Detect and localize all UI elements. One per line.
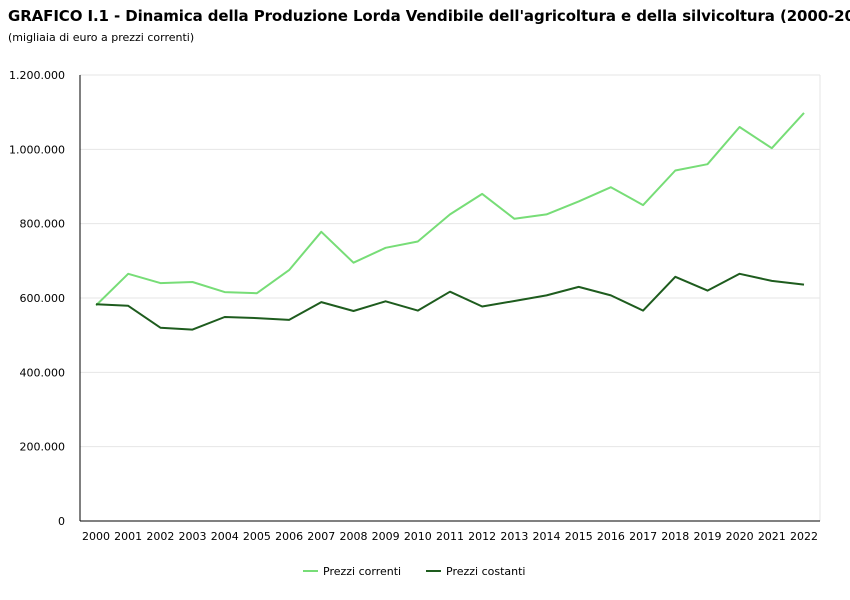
data-point [578, 200, 580, 202]
x-tick-label: 2021 [758, 530, 786, 543]
data-point [803, 112, 805, 114]
x-tick-label: 2018 [661, 530, 689, 543]
data-point [385, 247, 387, 249]
legend-label: Prezzi correnti [323, 565, 401, 578]
data-point [352, 262, 354, 264]
x-tick-label: 2001 [114, 530, 142, 543]
x-tick-label: 2017 [629, 530, 657, 543]
data-point [642, 204, 644, 206]
x-tick-label: 2015 [565, 530, 593, 543]
data-point [674, 276, 676, 278]
x-tick-label: 2005 [243, 530, 271, 543]
data-point [224, 291, 226, 293]
data-point [256, 292, 258, 294]
y-tick-label: 1.200.000 [9, 69, 65, 82]
data-point [288, 319, 290, 321]
x-tick-label: 2022 [790, 530, 818, 543]
data-point [159, 282, 161, 284]
series-line-1 [95, 112, 805, 307]
data-point [610, 294, 612, 296]
data-point [642, 310, 644, 312]
data-point [192, 281, 194, 283]
data-point [159, 327, 161, 329]
y-tick-label: 400.000 [20, 366, 66, 379]
data-point [803, 284, 805, 286]
data-point [192, 329, 194, 331]
x-tick-label: 2011 [436, 530, 464, 543]
data-point [449, 291, 451, 293]
chart-title: GRAFICO I.1 - Dinamica della Produzione … [8, 7, 850, 25]
x-tick-label: 2003 [179, 530, 207, 543]
chart-subtitle: (migliaia di euro a prezzi correnti) [8, 31, 195, 44]
legend-label: Prezzi costanti [446, 565, 526, 578]
x-tick-label: 2000 [82, 530, 110, 543]
x-tick-label: 2019 [693, 530, 721, 543]
x-tick-label: 2013 [500, 530, 528, 543]
data-point [288, 269, 290, 271]
data-point [256, 317, 258, 319]
x-tick-label: 2002 [146, 530, 174, 543]
data-point [417, 310, 419, 312]
data-point [706, 163, 708, 165]
data-point [674, 170, 676, 172]
x-tick-label: 2016 [597, 530, 625, 543]
data-point [320, 231, 322, 233]
y-tick-label: 600.000 [20, 292, 66, 305]
data-point [481, 193, 483, 195]
data-point [320, 301, 322, 303]
data-point [224, 316, 226, 318]
data-point [95, 303, 97, 305]
x-tick-label: 2009 [372, 530, 400, 543]
data-point [352, 310, 354, 312]
y-tick-label: 200.000 [20, 441, 66, 454]
data-point [481, 306, 483, 308]
x-tick-label: 2007 [307, 530, 335, 543]
data-point [513, 300, 515, 302]
x-tick-label: 2006 [275, 530, 303, 543]
y-tick-label: 0 [58, 515, 65, 528]
y-tick-label: 800.000 [20, 218, 66, 231]
data-point [546, 294, 548, 296]
data-point [127, 273, 129, 275]
data-point [417, 241, 419, 243]
x-tick-label: 2010 [404, 530, 432, 543]
data-point [449, 213, 451, 215]
data-point [739, 273, 741, 275]
data-point [513, 218, 515, 220]
data-point [578, 286, 580, 288]
data-point [385, 300, 387, 302]
data-point [546, 213, 548, 215]
data-point [739, 126, 741, 128]
x-tick-label: 2012 [468, 530, 496, 543]
data-point [127, 305, 129, 307]
series-line-2 [95, 272, 805, 331]
data-point [771, 147, 773, 149]
x-tick-label: 2020 [726, 530, 754, 543]
x-tick-label: 2008 [339, 530, 367, 543]
y-tick-label: 1.000.000 [9, 143, 65, 156]
data-point [706, 290, 708, 292]
x-tick-label: 2014 [533, 530, 561, 543]
x-tick-label: 2004 [211, 530, 239, 543]
data-point [610, 186, 612, 188]
data-point [771, 280, 773, 282]
